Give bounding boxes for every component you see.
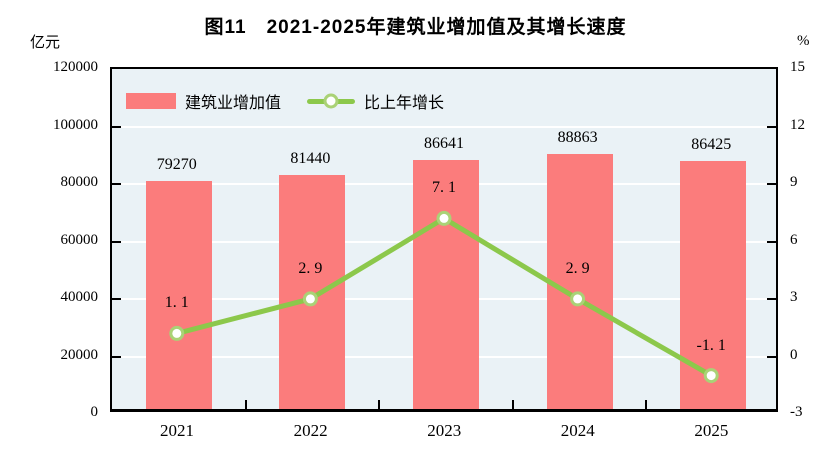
bar <box>546 153 613 409</box>
line-marker-icon <box>169 325 185 341</box>
right-axis-tick-label: 9 <box>790 174 798 190</box>
left-axis-tick-label: 40000 <box>60 289 99 305</box>
bar-value-label: 86425 <box>691 135 732 153</box>
left-axis-tick <box>112 240 121 243</box>
x-axis-category-label: 2025 <box>694 421 729 440</box>
x-axis-category-label: 2023 <box>427 421 462 440</box>
right-axis-tick-label: 0 <box>790 346 798 363</box>
bar-value-label: 86641 <box>424 134 464 152</box>
line-marker-icon <box>703 368 719 384</box>
gridline <box>112 125 776 128</box>
right-axis-tick-label: 12 <box>790 116 805 133</box>
x-axis-tick <box>645 400 648 409</box>
right-axis-tick-label: 15 <box>790 59 805 75</box>
x-axis-category-label: 2024 <box>560 421 595 440</box>
right-axis-tick-label: 6 <box>790 231 798 248</box>
bar <box>145 181 212 409</box>
left-axis-unit: 亿元 <box>30 35 61 51</box>
x-axis-category-label: 2022 <box>293 421 328 440</box>
legend-line-label: 比上年增长 <box>364 95 445 112</box>
right-axis-tick <box>767 298 776 300</box>
plot-area: 建筑业增加值 比上年增长 <box>110 67 778 412</box>
bar <box>413 159 479 409</box>
x-axis-tick <box>244 400 247 409</box>
right-axis-tick <box>767 125 776 128</box>
left-axis-tick <box>112 183 121 185</box>
right-axis-tick <box>767 240 776 243</box>
left-axis-tick-label: 0 <box>90 404 99 420</box>
line-marker-icon <box>436 210 452 226</box>
left-axis-tick-label: 100000 <box>53 116 98 133</box>
left-axis-tick-label: 80000 <box>60 174 99 190</box>
right-axis-tick <box>767 355 776 358</box>
x-axis-tick <box>511 400 514 409</box>
left-axis-tick <box>112 355 121 358</box>
bar-value-label: 88863 <box>557 128 598 146</box>
right-axis-tick-label: 3 <box>790 289 798 305</box>
chart-title: 图11 2021-2025年建筑业增加值及其增长速度 <box>204 17 627 38</box>
bar-value-label: 81440 <box>290 149 331 167</box>
right-axis-tick-label: -3 <box>790 404 803 420</box>
line-value-label: 2. 9 <box>298 259 323 277</box>
x-axis-category-label: 2021 <box>160 421 194 440</box>
line-marker-icon <box>302 291 318 307</box>
legend-bar-swatch <box>126 93 176 109</box>
right-axis-unit: % <box>797 33 810 49</box>
left-axis-tick <box>112 125 121 128</box>
bar <box>680 160 747 409</box>
x-axis-tick <box>378 400 381 409</box>
left-axis-tick <box>112 298 121 300</box>
legend: 建筑业增加值 比上年增长 <box>126 89 444 113</box>
left-axis-tick-label: 20000 <box>60 346 99 363</box>
bar-value-label: 79270 <box>156 156 197 174</box>
left-axis-tick-label: 120000 <box>53 59 98 75</box>
line-value-label: -1. 1 <box>696 336 726 354</box>
line-value-label: 2. 9 <box>565 259 590 277</box>
line-marker-icon <box>570 291 586 307</box>
line-value-label: 7. 1 <box>432 179 456 197</box>
right-axis-tick <box>767 183 776 185</box>
line-value-label: 1. 1 <box>164 294 189 312</box>
legend-line-swatch <box>307 93 356 109</box>
growth-line <box>169 210 719 384</box>
legend-line-marker-icon <box>323 93 339 109</box>
left-axis-tick-label: 60000 <box>60 231 99 248</box>
legend-bar-label: 建筑业增加值 <box>185 95 282 112</box>
